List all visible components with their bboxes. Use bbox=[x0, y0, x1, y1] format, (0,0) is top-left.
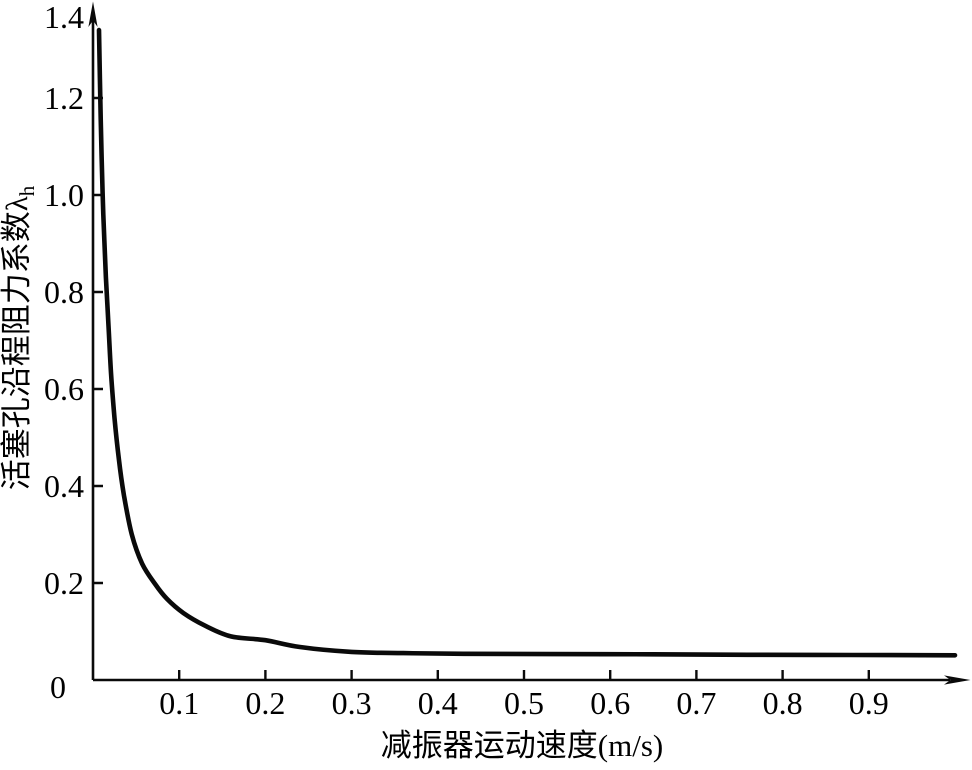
y-tick-label-0.4: 0.4 bbox=[44, 468, 84, 504]
y-axis-title: 活塞孔沿程阻力系数λh bbox=[0, 186, 45, 491]
origin-tick-label: 0 bbox=[50, 669, 66, 705]
x-tick-marks bbox=[178, 670, 870, 680]
x-tick-label-0.3: 0.3 bbox=[331, 685, 372, 721]
x-axis-arrowhead bbox=[944, 675, 971, 685]
x-tick-label-0.7: 0.7 bbox=[676, 685, 717, 721]
y-tick-label-0.8: 0.8 bbox=[44, 274, 84, 310]
y-tick-label-0.2: 0.2 bbox=[44, 565, 84, 601]
x-tick-label-0.1: 0.1 bbox=[159, 685, 200, 721]
x-tick-label-0.5: 0.5 bbox=[504, 685, 544, 721]
y-axis-title-text: 活塞孔沿程阻力系数λ bbox=[0, 196, 34, 491]
y-tick-marks bbox=[93, 96, 103, 585]
y-axis-arrowhead bbox=[88, 1, 98, 27]
x-tick-label-0.8: 0.8 bbox=[762, 685, 803, 721]
axis-lines bbox=[91, 14, 950, 682]
x-tick-label-0.9: 0.9 bbox=[848, 685, 889, 721]
data-curve bbox=[96, 27, 958, 658]
x-tick-label-0.2: 0.2 bbox=[245, 685, 286, 721]
y-tick-label-1.0: 1.0 bbox=[44, 177, 84, 213]
y-tick-label-0.6: 0.6 bbox=[44, 371, 84, 407]
x-axis-title: 减振器运动速度(m/s) bbox=[380, 728, 664, 763]
x-tick-label-0.6: 0.6 bbox=[590, 685, 631, 721]
y-tick-label-1.4: 1.4 bbox=[44, 0, 84, 35]
y-tick-label-1.2: 1.2 bbox=[44, 80, 84, 116]
x-tick-label-0.4: 0.4 bbox=[417, 685, 458, 721]
